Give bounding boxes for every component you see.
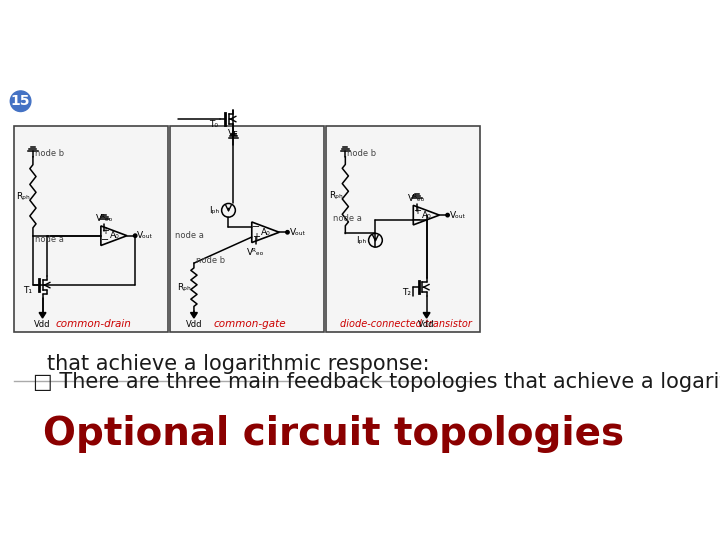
Text: −: −	[252, 222, 260, 232]
Text: A₀: A₀	[261, 228, 271, 237]
Text: +: +	[101, 226, 109, 236]
Bar	[14, 126, 168, 332]
Bar	[170, 126, 324, 332]
Text: Vᴿₑₒ: Vᴿₑₒ	[408, 194, 426, 202]
Text: T₂: T₂	[402, 288, 411, 297]
Text: Vₒᵤₜ: Vₒᵤₜ	[138, 231, 153, 240]
Text: Rₚₕ: Rₚₕ	[329, 191, 343, 200]
Circle shape	[286, 231, 289, 234]
Text: Vdd: Vdd	[418, 320, 435, 329]
Text: Vₒᵤₜ: Vₒᵤₜ	[289, 228, 306, 237]
Text: Rₚₕ: Rₚₕ	[17, 192, 30, 201]
Text: Optional circuit topologies: Optional circuit topologies	[42, 415, 624, 454]
Text: node b: node b	[35, 149, 64, 158]
Text: Vdd: Vdd	[35, 320, 51, 329]
Text: Vᴇ: Vᴇ	[228, 129, 239, 138]
Text: node b: node b	[196, 256, 225, 265]
Text: +: +	[252, 232, 260, 242]
Circle shape	[446, 213, 449, 217]
Polygon shape	[423, 313, 430, 318]
FancyBboxPatch shape	[0, 82, 497, 458]
Text: common-gate: common-gate	[214, 319, 287, 328]
Text: T₀: T₀	[210, 120, 218, 129]
Text: Vdd: Vdd	[186, 320, 202, 329]
Text: that achieve a logarithmic response:: that achieve a logarithmic response:	[47, 354, 429, 374]
Text: Rₚₕ: Rₚₕ	[177, 282, 192, 292]
Bar	[326, 126, 480, 332]
Text: T₁: T₁	[23, 286, 32, 295]
Text: Vᴿₑₒ: Vᴿₑₒ	[96, 214, 113, 223]
Text: node b: node b	[347, 149, 377, 158]
Text: 15: 15	[11, 94, 30, 108]
Text: common-drain: common-drain	[56, 319, 132, 328]
Text: Vᴿₑₒ: Vᴿₑₒ	[247, 248, 265, 257]
Text: node a: node a	[35, 234, 64, 244]
Text: Iₚₕ: Iₚₕ	[209, 206, 219, 215]
Text: A₀: A₀	[109, 231, 120, 240]
Text: +: +	[413, 206, 421, 215]
Text: node a: node a	[176, 231, 204, 240]
Text: −: −	[101, 235, 109, 245]
Text: Iₚₕ: Iₚₕ	[356, 236, 366, 245]
Circle shape	[10, 91, 31, 112]
Text: Vₒᵤₜ: Vₒᵤₜ	[450, 211, 466, 220]
Circle shape	[133, 234, 137, 238]
Text: diode-connected transistor: diode-connected transistor	[341, 319, 472, 328]
Polygon shape	[191, 313, 197, 318]
Text: node a: node a	[333, 214, 362, 223]
Polygon shape	[39, 313, 46, 318]
Text: −: −	[413, 215, 421, 225]
Text: □ There are three main feedback topologies that achieve a logarithmic: □ There are three main feedback topologi…	[33, 372, 720, 392]
Text: A₀: A₀	[422, 211, 432, 220]
